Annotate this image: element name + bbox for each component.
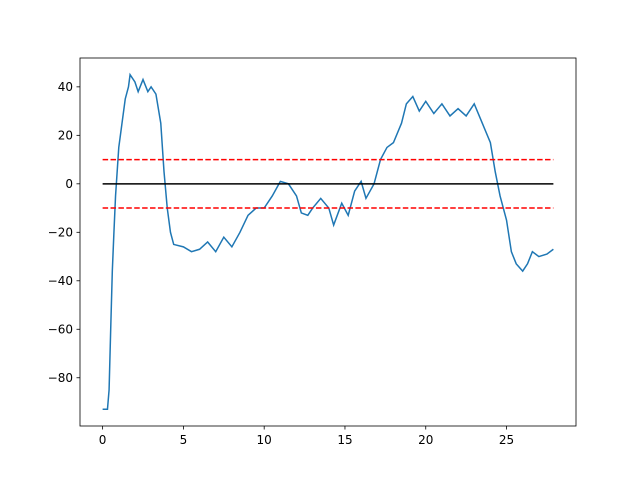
y-tick-label: 20 — [58, 128, 73, 142]
x-tick-label: 25 — [499, 433, 514, 447]
y-tick-label: 40 — [58, 80, 73, 94]
y-tick-label: −60 — [48, 322, 73, 336]
x-tick-label: 0 — [99, 433, 107, 447]
y-tick-label: −20 — [48, 225, 73, 239]
y-tick-label: 0 — [65, 177, 73, 191]
x-tick-label: 20 — [418, 433, 433, 447]
line — [102, 72, 554, 411]
x-tick-label: 15 — [337, 433, 352, 447]
y-tick-label: −80 — [48, 371, 73, 385]
x-tick-label: 5 — [180, 433, 188, 447]
y-tick-label: −40 — [48, 274, 73, 288]
x-tick-label: 10 — [257, 433, 272, 447]
axes-frame — [79, 57, 577, 427]
